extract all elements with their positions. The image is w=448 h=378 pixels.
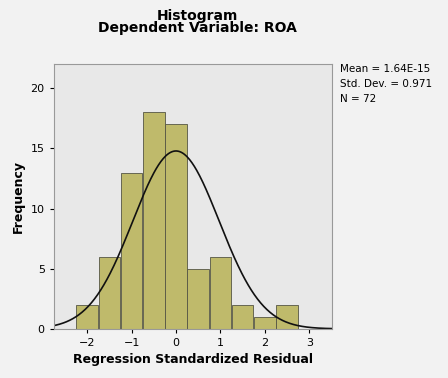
Y-axis label: Frequency: Frequency — [12, 160, 25, 233]
Bar — [99, 257, 120, 329]
X-axis label: Regression Standardized Residual: Regression Standardized Residual — [73, 353, 313, 366]
Bar — [76, 305, 98, 329]
Bar — [254, 317, 276, 329]
Bar — [121, 172, 142, 329]
Bar — [232, 305, 254, 329]
Text: Mean = 1.64E-15
Std. Dev. = 0.971
N = 72: Mean = 1.64E-15 Std. Dev. = 0.971 N = 72 — [340, 64, 433, 104]
Bar — [276, 305, 298, 329]
Bar — [187, 269, 209, 329]
Bar — [143, 112, 164, 329]
Text: Dependent Variable: ROA: Dependent Variable: ROA — [98, 21, 297, 35]
Bar — [210, 257, 231, 329]
Bar — [165, 124, 187, 329]
Text: Histogram: Histogram — [156, 9, 238, 23]
